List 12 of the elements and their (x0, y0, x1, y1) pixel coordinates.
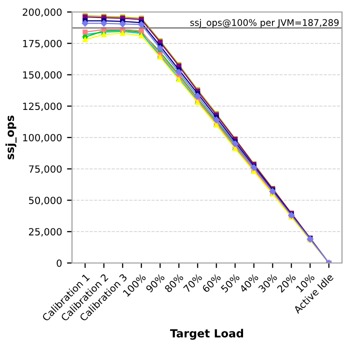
y-axis-title: ssj_ops (5, 116, 17, 160)
y-tick-label: 150,000 (23, 71, 62, 80)
y-tick-label: 100,000 (23, 134, 62, 142)
y-tick-label: 200,000 (22, 8, 62, 17)
ref-line-label: ssj_ops@100% per JVM=187,289 (190, 18, 339, 28)
y-tick-label: 25,000 (28, 228, 62, 236)
y-tick-label: 175,000 (23, 40, 62, 48)
y-tick-label: 125,000 (23, 102, 62, 111)
y-tick-label: 75,000 (29, 165, 62, 174)
y-tick-label: 50,000 (29, 196, 62, 206)
x-axis-title: Target Load (170, 328, 244, 340)
y-tick-label: 0 (56, 259, 62, 267)
